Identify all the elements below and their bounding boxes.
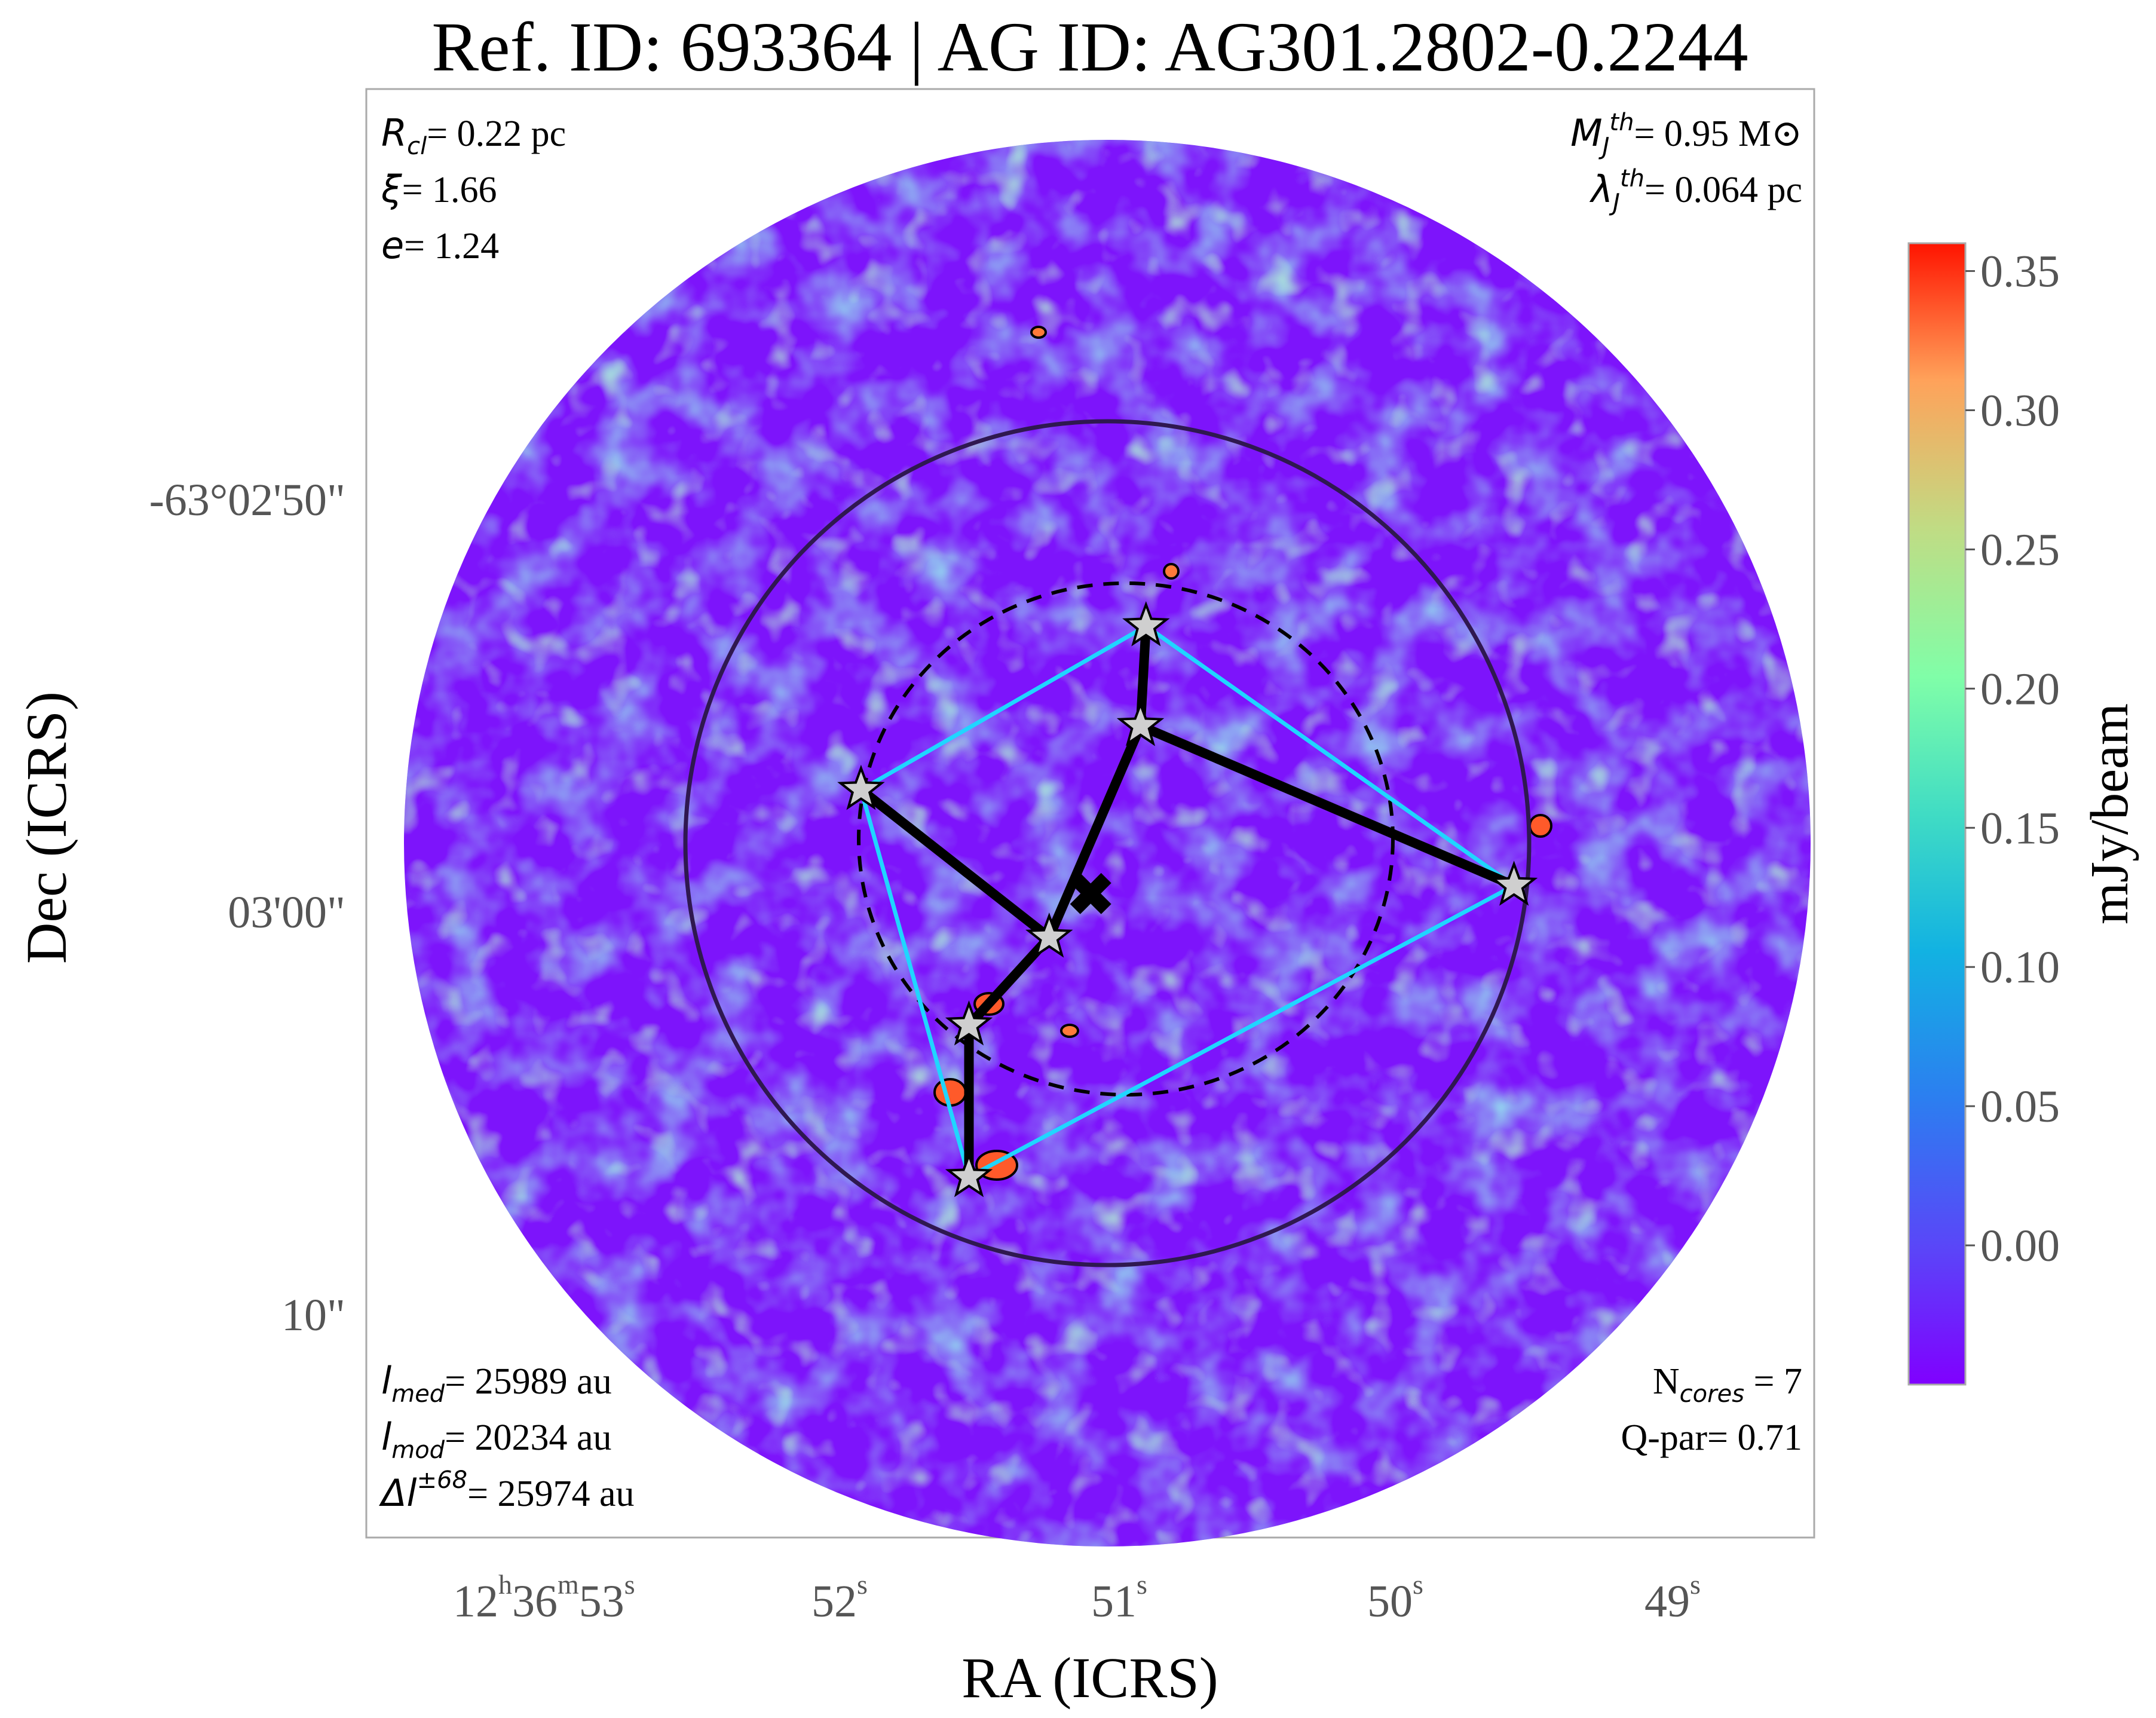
core-marker xyxy=(837,764,885,810)
annotation-top-left: Rcl= 0.22 pc ξ= 1.66 e= 1.24 xyxy=(381,111,566,267)
colorbar-ticks: 0.35 0.30 0.25 0.20 0.15 0.10 0.05 0.00 xyxy=(1965,247,2060,1271)
annotation-qpar: Q-par= 0.71 xyxy=(1621,1417,1802,1458)
core-marker xyxy=(1490,860,1538,906)
colorbar-label: mJy/beam xyxy=(2080,703,2139,924)
y-tick-label: 03'00" xyxy=(228,887,345,938)
chart-title: Ref. ID: 693364 | AG ID: AG301.2802-0.22… xyxy=(431,8,1748,86)
outer-field-circle xyxy=(683,419,1532,1267)
y-axis-label: Dec (ICRS) xyxy=(14,691,78,964)
hull-edge xyxy=(860,624,1147,792)
x-tick-labels: 12h36m53s 52s 51s 50s 49s xyxy=(453,1569,1701,1627)
annotation-lmed: lmed= 25989 au xyxy=(381,1359,612,1408)
annotation-lmod: lmod= 20234 au xyxy=(381,1415,612,1464)
core-markers xyxy=(837,601,1538,1198)
colorbar-tick-label: 0.30 xyxy=(1980,386,2060,436)
y-tick-label: 10" xyxy=(281,1290,345,1340)
minimum-spanning-tree xyxy=(856,621,1519,1182)
x-tick-label: 12h36m53s xyxy=(453,1569,635,1627)
core-marker xyxy=(945,1000,993,1046)
x-tick-label: 49s xyxy=(1644,1569,1701,1627)
annotation-bottom-left: lmed= 25989 au lmod= 20234 au Δl±68= 259… xyxy=(379,1359,635,1515)
annotation-jeans-length: λJth= 0.064 pc xyxy=(1589,165,1802,216)
colorbar-tick-label: 0.00 xyxy=(1980,1221,2060,1271)
mst-edge xyxy=(1044,721,1146,942)
core-marker xyxy=(1116,701,1165,746)
annotation-delta-l: Δl±68= 25974 au xyxy=(379,1466,635,1515)
annotation-rcl: Rcl= 0.22 pc xyxy=(381,111,566,160)
x-tick-label: 50s xyxy=(1367,1569,1423,1627)
centroid-marker xyxy=(1070,872,1111,914)
emission-map xyxy=(404,140,1811,1546)
colorbar xyxy=(1907,242,1967,1386)
hull-edge xyxy=(1144,624,1515,887)
annotation-jeans-mass: MJth= 0.95 M⊙ xyxy=(1570,109,1802,160)
colorbar-tick-label: 0.20 xyxy=(1980,664,2060,714)
hull-edge xyxy=(967,883,1515,1179)
annotation-xi: ξ= 1.66 xyxy=(381,167,497,211)
mst-edge xyxy=(856,785,1054,942)
core-marker xyxy=(1025,912,1073,958)
centroid-x xyxy=(1070,872,1111,914)
core-marker xyxy=(1122,601,1170,647)
colorbar-tick-label: 0.10 xyxy=(1980,942,2060,993)
y-tick-labels: -63°02'50" 03'00" 10" xyxy=(149,475,345,1340)
colorbar-tick-label: 0.15 xyxy=(1980,803,2060,853)
colorbar-tick-label: 0.35 xyxy=(1980,247,2060,297)
y-tick-label: -63°02'50" xyxy=(149,475,345,525)
x-axis-label: RA (ICRS) xyxy=(961,1646,1218,1710)
mst-edge xyxy=(964,932,1054,1030)
annotation-ncores: Ncores = 7 xyxy=(1653,1361,1802,1408)
colorbar-tick-label: 0.05 xyxy=(1980,1082,2060,1132)
annotation-bottom-right: Ncores = 7 Q-par= 0.71 xyxy=(1621,1361,1802,1458)
core-marker xyxy=(945,1152,993,1198)
colorbar-tick-label: 0.25 xyxy=(1980,525,2060,575)
annotation-top-right: MJth= 0.95 M⊙ λJth= 0.064 pc xyxy=(1570,109,1802,216)
convex-hull xyxy=(859,624,1515,1179)
hull-edge xyxy=(859,789,971,1178)
annotation-e: e= 1.24 xyxy=(381,223,499,267)
x-tick-label: 51s xyxy=(1091,1569,1147,1627)
x-tick-label: 52s xyxy=(811,1569,868,1627)
mst-edge xyxy=(1135,721,1519,890)
